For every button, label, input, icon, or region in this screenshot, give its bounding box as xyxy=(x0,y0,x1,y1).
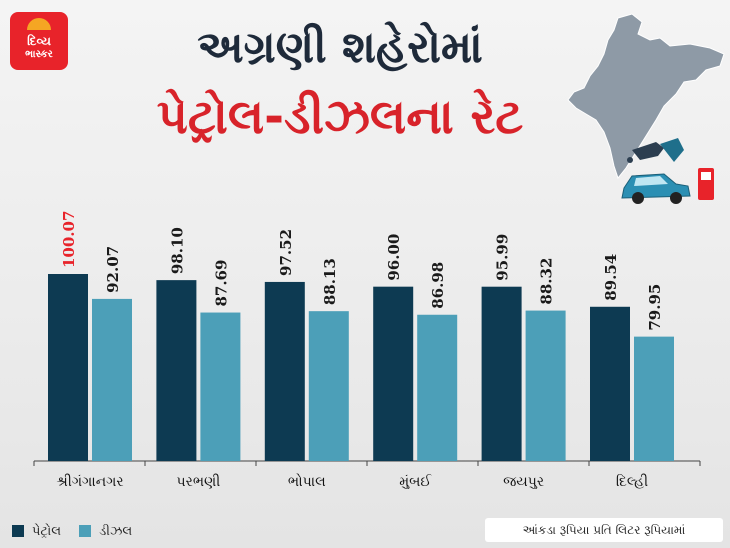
legend-swatch-petrol xyxy=(12,525,24,537)
value-label-petrol-0: 100.07 xyxy=(60,211,78,268)
logo-line-2: ભાસ્કર xyxy=(25,49,53,60)
category-label-2: ભોપાલ xyxy=(288,473,326,490)
value-label-diesel-4: 88.32 xyxy=(538,258,556,305)
bar-petrol-2 xyxy=(264,281,305,461)
sun-icon xyxy=(27,18,51,30)
value-label-diesel-5: 79.95 xyxy=(646,284,664,331)
value-label-diesel-2: 88.13 xyxy=(321,258,339,305)
bar-diesel-5 xyxy=(634,336,674,461)
bar-petrol-1 xyxy=(156,280,197,461)
bar-petrol-3 xyxy=(373,286,414,461)
category-label-0: શ્રીગંગાનગર xyxy=(56,474,123,490)
value-label-petrol-1: 98.10 xyxy=(168,227,186,274)
value-label-petrol-3: 96.00 xyxy=(385,234,403,281)
fuel-nozzle-icon xyxy=(627,138,684,163)
bar-diesel-4 xyxy=(525,310,566,461)
value-label-petrol-4: 95.99 xyxy=(494,234,512,281)
value-label-diesel-3: 86.98 xyxy=(429,262,447,309)
legend-label-diesel: ડીઝલ xyxy=(99,523,133,539)
category-label-4: જયપુર xyxy=(503,474,544,490)
value-label-petrol-2: 97.52 xyxy=(277,229,295,276)
chart-title: અગ્રણી શહેરોમાં xyxy=(197,22,483,73)
value-label-petrol-5: 89.54 xyxy=(602,254,620,301)
chart-subtitle: પેટ્રોલ-ડીઝલના રેટ xyxy=(156,89,524,145)
fuel-pump-icon xyxy=(698,168,714,200)
bar-diesel-0 xyxy=(92,298,132,461)
legend-label-petrol: પેટ્રોલ xyxy=(32,523,62,539)
bar-petrol-4 xyxy=(481,286,522,461)
bar-petrol-0 xyxy=(48,274,88,461)
category-label-1: પરભણી xyxy=(177,474,221,490)
units-note: આંકડા રૂપિયા પ્રતિ લિટર રૂપિયામાં xyxy=(485,518,723,542)
value-label-diesel-0: 92.07 xyxy=(104,246,122,293)
bar-petrol-5 xyxy=(590,306,630,461)
category-label-5: દિલ્હી xyxy=(616,474,648,490)
bar-diesel-2 xyxy=(308,311,349,461)
india-map-icon xyxy=(567,13,725,180)
bar-diesel-1 xyxy=(200,312,241,461)
legend-swatch-diesel xyxy=(79,525,92,537)
divya-bhaskar-logo: દિવ્ય ભાસ્કર xyxy=(10,12,68,70)
india-map-illustration xyxy=(567,13,725,204)
value-label-diesel-1: 87.69 xyxy=(212,260,230,307)
bar-diesel-3 xyxy=(417,314,458,461)
logo-line-1: દિવ્ય xyxy=(27,34,51,48)
category-label-3: મુંબઈ xyxy=(399,474,432,490)
car-icon xyxy=(621,173,691,204)
legend: પેટ્રોલ ડીઝલ xyxy=(12,522,142,540)
